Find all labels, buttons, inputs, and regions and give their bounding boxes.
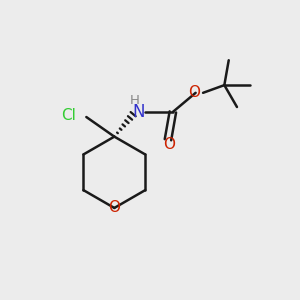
Text: O: O bbox=[108, 200, 120, 215]
Text: Cl: Cl bbox=[61, 108, 76, 123]
Text: O: O bbox=[164, 137, 175, 152]
Text: N: N bbox=[132, 103, 145, 121]
Text: H: H bbox=[130, 94, 140, 107]
Text: O: O bbox=[188, 85, 200, 100]
